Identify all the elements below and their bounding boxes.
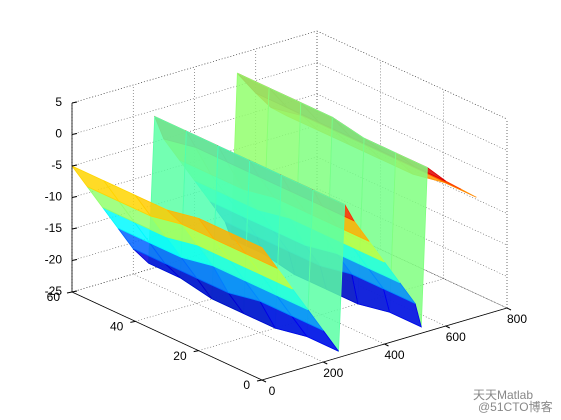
grid-line [316,62,508,151]
z-tick [71,227,78,230]
mesh-layer [71,72,477,352]
x-tick [261,379,267,383]
x-tick-label: 400 [384,348,404,362]
z-tick [71,133,78,135]
grid-line [71,93,318,167]
grid-line [316,156,508,246]
z-tick-label: -10 [45,190,63,204]
grid-line [71,188,318,261]
z-tick [71,196,78,198]
grid-line [198,278,444,351]
z-tick-label: -25 [45,284,63,298]
grid-line [316,219,508,309]
mesh-face [230,232,278,269]
z-tick [71,290,78,293]
grid-line [135,249,381,322]
x-tick [323,361,328,365]
grid-line [71,219,318,293]
y-tick-label: 40 [110,320,124,334]
x-tick-label: 600 [446,330,466,344]
grid-line [316,93,508,183]
z-tick-label: 0 [55,127,62,141]
z-tick-label: -5 [51,158,62,172]
grid-line [71,30,318,104]
y-tick-label: 20 [173,349,187,363]
x-tick-label: 800 [507,312,527,326]
z-tick-label: -20 [45,253,63,267]
y-tick [130,320,136,323]
z-tick [71,259,78,261]
y-axis [71,291,263,381]
x-tick [506,307,512,311]
z-tick-label: -15 [45,221,63,235]
z-tick [71,164,78,167]
x-tick-label: 0 [269,384,276,398]
x-tick [445,325,450,329]
grid-line [316,30,508,120]
watermark-line1: 天天Matlab [473,388,533,402]
y-tick [66,291,73,294]
grid-line [316,188,508,277]
y-tick-label: 0 [243,378,250,392]
grid-line [133,273,324,363]
axis-layer: 0 200 400 600 800 0 20 40 60-25 -20 -15 -10 -5 0 5 [45,95,528,398]
grid-line [71,62,318,135]
watermark-line2: @51CTO博客 [478,399,553,414]
grid-line [316,125,508,214]
y-tick [193,350,199,353]
z-tick-label: 5 [55,95,62,109]
x-tick-label: 200 [323,366,343,380]
y-tick [256,379,263,382]
y-tick-label: 60 [47,290,61,304]
z-tick [71,101,78,104]
x-tick [384,343,389,347]
